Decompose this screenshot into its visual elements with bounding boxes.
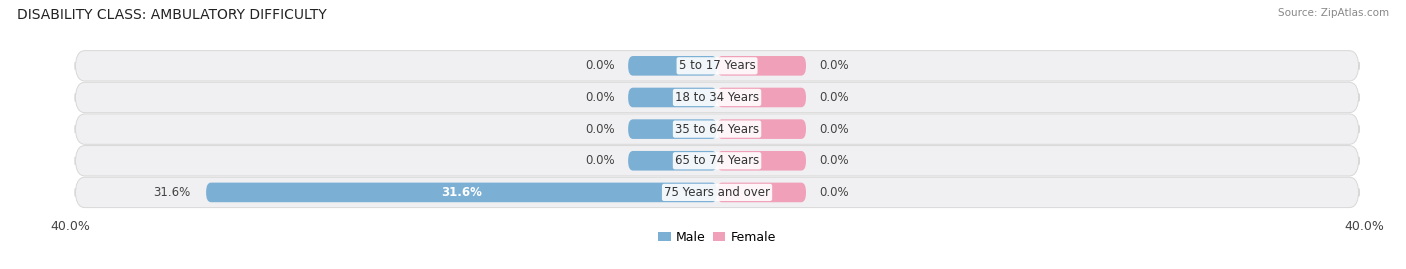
FancyBboxPatch shape <box>717 56 806 76</box>
Text: 18 to 34 Years: 18 to 34 Years <box>675 91 759 104</box>
Text: 5 to 17 Years: 5 to 17 Years <box>679 59 755 72</box>
Text: 0.0%: 0.0% <box>585 154 616 167</box>
FancyBboxPatch shape <box>717 151 806 171</box>
FancyBboxPatch shape <box>75 82 1360 113</box>
FancyBboxPatch shape <box>75 146 1360 176</box>
Text: 65 to 74 Years: 65 to 74 Years <box>675 154 759 167</box>
Text: 0.0%: 0.0% <box>818 123 849 136</box>
Text: 0.0%: 0.0% <box>818 186 849 199</box>
FancyBboxPatch shape <box>717 88 806 107</box>
FancyBboxPatch shape <box>717 119 806 139</box>
Legend: Male, Female: Male, Female <box>654 226 780 249</box>
Text: DISABILITY CLASS: AMBULATORY DIFFICULTY: DISABILITY CLASS: AMBULATORY DIFFICULTY <box>17 8 326 22</box>
Text: 0.0%: 0.0% <box>818 91 849 104</box>
Text: Source: ZipAtlas.com: Source: ZipAtlas.com <box>1278 8 1389 18</box>
FancyBboxPatch shape <box>207 183 717 202</box>
Text: 0.0%: 0.0% <box>585 91 616 104</box>
Text: 0.0%: 0.0% <box>818 154 849 167</box>
Text: 0.0%: 0.0% <box>585 123 616 136</box>
Text: 0.0%: 0.0% <box>818 59 849 72</box>
Text: 31.6%: 31.6% <box>441 186 482 199</box>
FancyBboxPatch shape <box>628 151 717 171</box>
Text: 0.0%: 0.0% <box>585 59 616 72</box>
Text: 35 to 64 Years: 35 to 64 Years <box>675 123 759 136</box>
Text: 31.6%: 31.6% <box>153 186 190 199</box>
FancyBboxPatch shape <box>628 119 717 139</box>
FancyBboxPatch shape <box>628 88 717 107</box>
FancyBboxPatch shape <box>75 177 1360 208</box>
FancyBboxPatch shape <box>628 56 717 76</box>
FancyBboxPatch shape <box>75 51 1360 81</box>
Text: 75 Years and over: 75 Years and over <box>664 186 770 199</box>
FancyBboxPatch shape <box>75 114 1360 144</box>
FancyBboxPatch shape <box>717 183 806 202</box>
